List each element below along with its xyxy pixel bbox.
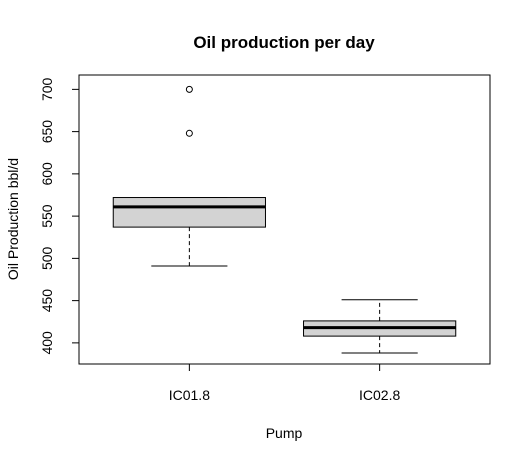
y-tick-label: 450 <box>39 289 55 313</box>
outlier <box>185 85 193 93</box>
x-tick-label: IC02.8 <box>359 387 400 403</box>
plot-frame <box>78 74 491 365</box>
y-tick-label: 500 <box>39 246 55 270</box>
y-tick-label: 700 <box>39 77 55 101</box>
y-tick-label: 550 <box>39 204 55 228</box>
y-tick-label: 400 <box>39 331 55 355</box>
box <box>112 197 266 228</box>
y-tick-label: 600 <box>39 162 55 186</box>
y-axis-label: Oil Production bbl/d <box>5 158 21 280</box>
y-tick-label: 650 <box>39 120 55 144</box>
x-axis-label: Pump <box>266 425 303 441</box>
outlier <box>185 129 193 137</box>
x-tick-label: IC01.8 <box>169 387 210 403</box>
chart-title: Oil production per day <box>193 33 375 52</box>
